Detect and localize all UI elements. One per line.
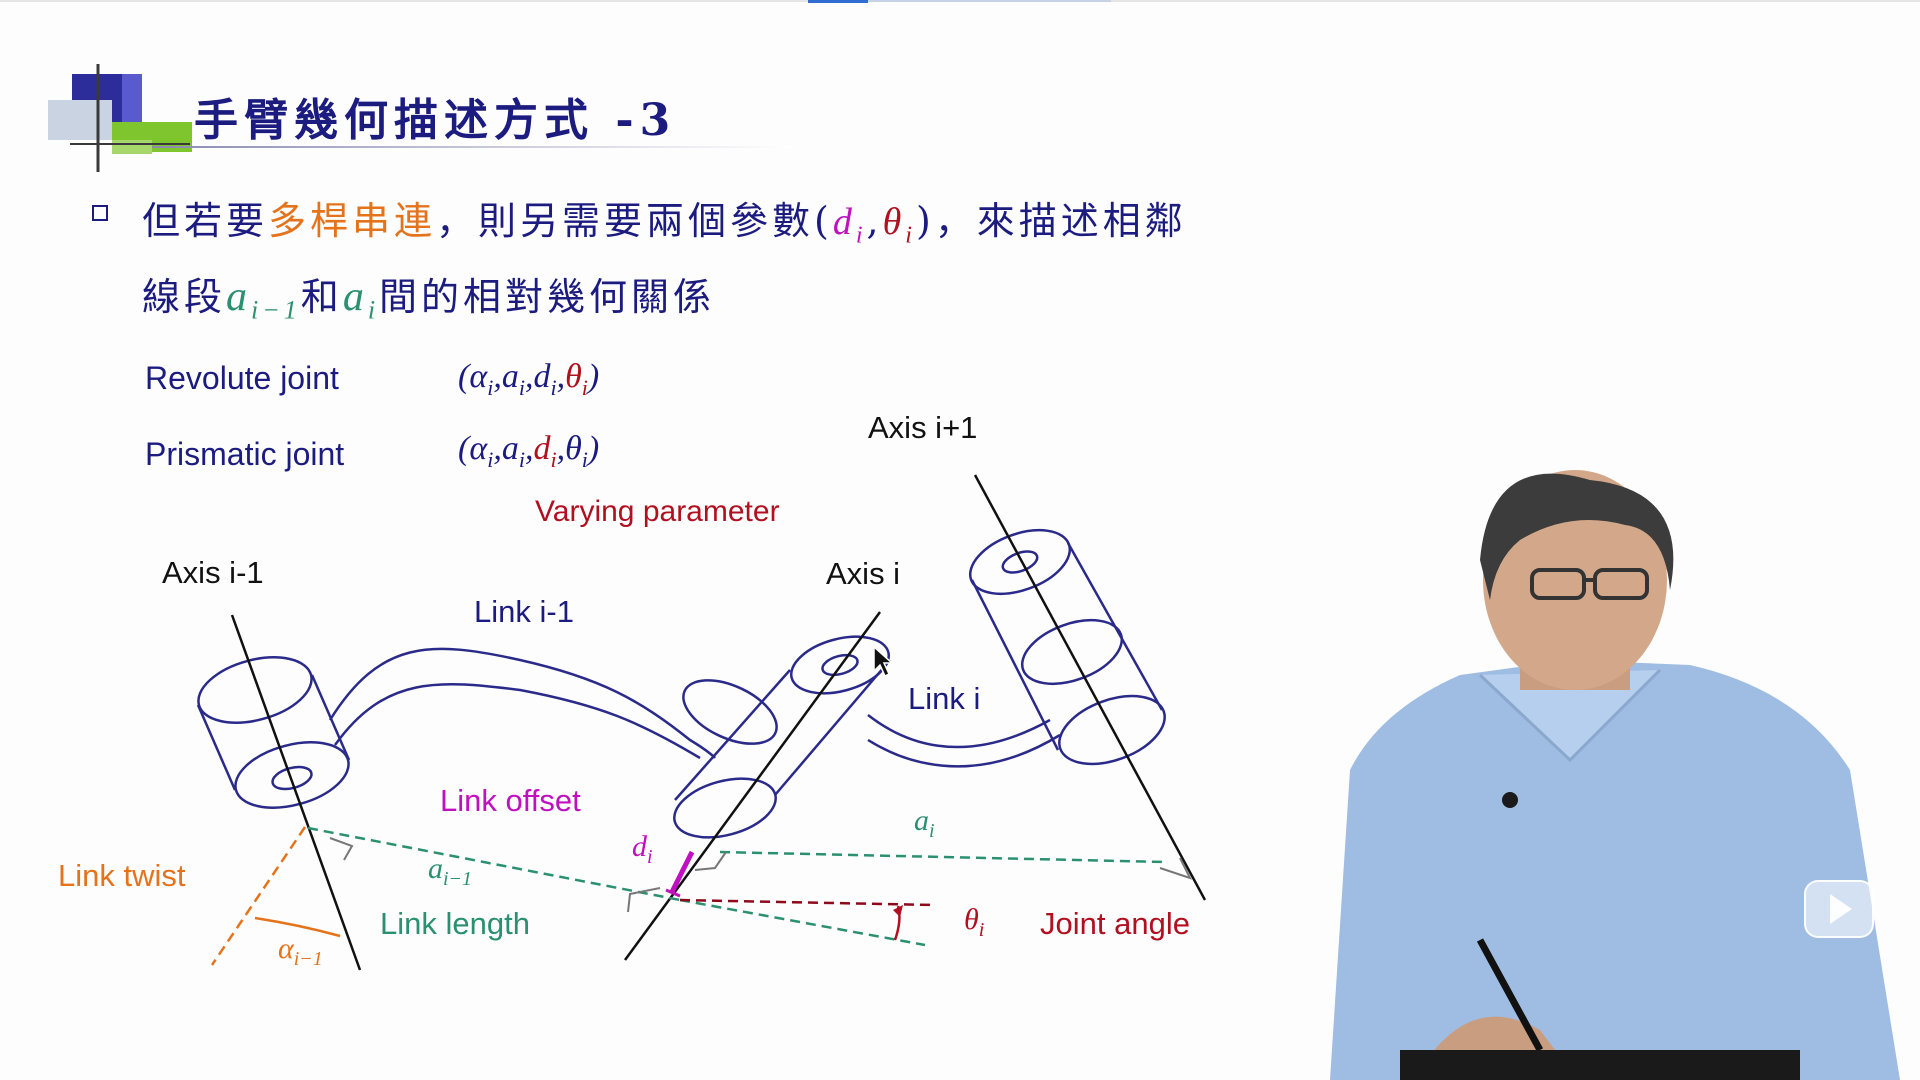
a-im1-symbol: ai−1 — [428, 852, 473, 890]
twist-arc — [254, 916, 341, 938]
prismatic-joint-label: Prismatic joint — [145, 436, 345, 472]
stylus-pen — [1476, 938, 1544, 1052]
link-twist-label: Link twist — [58, 858, 186, 893]
link-length-dashed — [307, 826, 681, 902]
joint-i-cylinder — [673, 635, 891, 839]
tablet-edge — [1400, 1050, 1800, 1080]
highlight-multi-link: 多桿串連 — [268, 199, 437, 243]
bullet-line-2: 線段ai−1和ai間的相對幾何關係 — [142, 274, 716, 325]
bullet-square-icon — [92, 205, 108, 221]
progress-fill — [808, 0, 868, 3]
link-i-label: Link i — [908, 681, 981, 716]
link-im1-lower — [333, 683, 701, 760]
lecturer-video — [1330, 470, 1900, 1080]
axis-im1-label: Axis i-1 — [162, 555, 264, 590]
link-length-label: Link length — [380, 906, 530, 941]
link-offset-label: Link offset — [440, 783, 581, 818]
mouse-cursor-icon — [873, 645, 894, 678]
joint-angle-arrowhead — [893, 905, 903, 917]
prismatic-tuple: (αi,ai,di,θi) — [458, 430, 600, 472]
link-im1-label: Link i-1 — [474, 594, 574, 629]
joint-angle-dashed — [679, 898, 936, 907]
lapel-microphone — [1502, 792, 1518, 808]
revolute-tuple: (αi,ai,di,θi) — [458, 358, 600, 400]
progress-buffer — [868, 0, 1111, 2]
lecturer-shirt — [1330, 660, 1900, 1080]
rotated-common-normal — [679, 898, 926, 947]
a-i-symbol: ai — [914, 804, 935, 842]
title-emblem — [48, 64, 792, 172]
play-icon — [1830, 894, 1852, 924]
d-i-symbol: di — [632, 830, 653, 868]
slide-title: 手臂幾何描述方式 -3 — [194, 95, 677, 146]
axis-i-line — [623, 611, 882, 961]
link-i-lower — [867, 733, 1061, 768]
dh-linkage-diagram — [196, 474, 1207, 971]
joint-angle-label: Joint angle — [1040, 906, 1190, 941]
axis-i-label: Axis i — [826, 556, 901, 591]
link-offset-segment — [669, 850, 695, 894]
axis-ip1-line — [973, 474, 1207, 901]
ai-dashed — [719, 850, 1166, 864]
play-button[interactable] — [1804, 880, 1874, 938]
alpha-im1-symbol: αi−1 — [278, 932, 323, 970]
revolute-joint-label: Revolute joint — [145, 360, 339, 396]
bullet-line-1: 但若要多桿串連，則另需要兩個參數(di,θi)，來描述相鄰 — [142, 199, 1187, 249]
twist-dashed-line — [210, 826, 307, 966]
link-i-upper — [867, 714, 1051, 749]
theta-i-symbol: θi — [964, 903, 985, 941]
axis-im1-line — [230, 614, 362, 971]
link-im1-upper — [328, 647, 716, 759]
lecturer-hair — [1480, 473, 1674, 600]
joint-ip1-cylinder — [968, 528, 1166, 766]
varying-parameter-note: Varying parameter — [535, 495, 780, 528]
axis-ip1-label: Axis i+1 — [868, 410, 978, 445]
